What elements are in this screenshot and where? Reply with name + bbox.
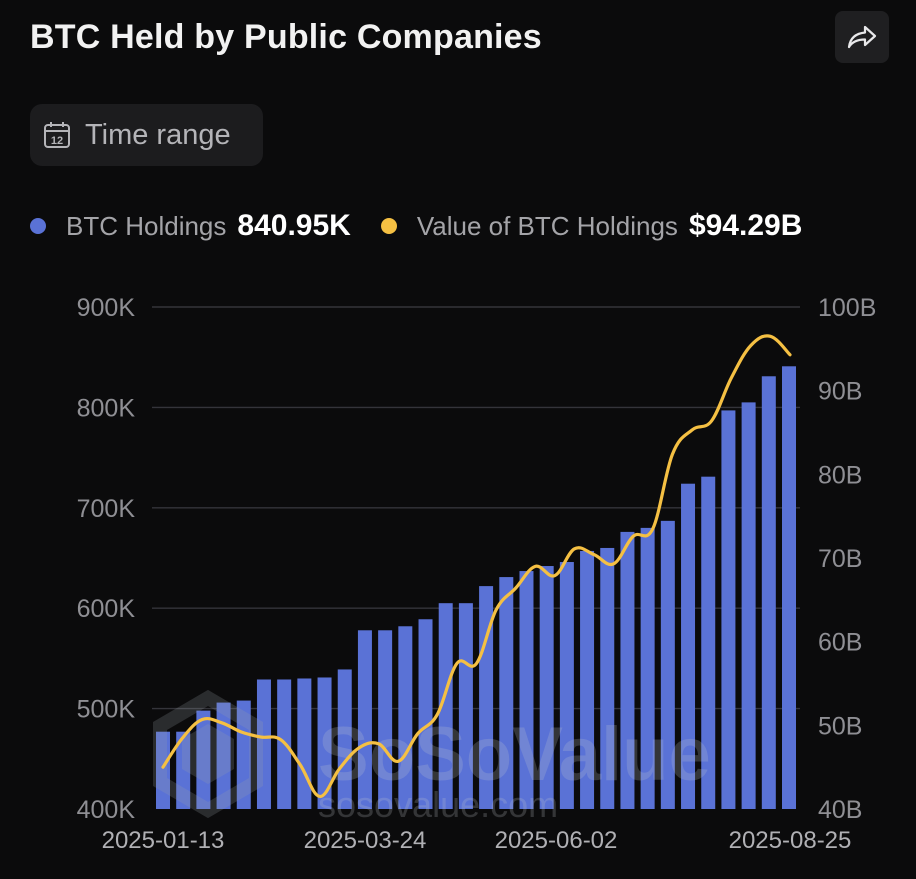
bar xyxy=(681,483,696,809)
bar xyxy=(701,476,716,809)
bar xyxy=(176,731,191,809)
bar xyxy=(297,678,312,809)
y-right-tick-label: 40B xyxy=(818,796,862,824)
share-button[interactable] xyxy=(835,11,889,63)
x-tick-label: 2025-08-25 xyxy=(729,827,852,854)
watermark-brand: SoSoValue xyxy=(318,712,711,797)
y-left-tick-label: 800K xyxy=(77,394,136,422)
legend-label-btc-holdings: BTC Holdings xyxy=(66,210,227,241)
bar xyxy=(357,630,372,809)
share-icon xyxy=(846,24,878,50)
x-tick-label: 2025-06-02 xyxy=(495,827,618,854)
calendar-day: 12 xyxy=(51,135,63,147)
legend-dot-btc-holdings xyxy=(30,218,46,234)
y-left-tick-label: 600K xyxy=(77,595,136,623)
y-left-tick-label: 700K xyxy=(77,495,136,523)
legend-label-value-holdings: Value of BTC Holdings xyxy=(416,210,678,241)
bar xyxy=(741,402,756,809)
bar xyxy=(580,550,595,809)
bar xyxy=(479,586,494,809)
x-tick-label: 2025-03-24 xyxy=(304,827,427,854)
bar xyxy=(539,566,554,809)
y-left-tick-label: 400K xyxy=(77,796,136,824)
value-line xyxy=(161,334,792,799)
bar xyxy=(236,700,251,809)
bar xyxy=(600,547,615,809)
sosovalue-logo-icon xyxy=(153,689,263,819)
legend-value-btc-holdings: 840.95K xyxy=(237,209,351,242)
bar xyxy=(761,376,776,809)
bar xyxy=(559,562,574,809)
bar xyxy=(499,577,514,809)
time-range-button[interactable]: 12 Time range xyxy=(30,104,263,166)
y-right-tick-label: 60B xyxy=(818,629,862,657)
y-right-tick-label: 70B xyxy=(818,545,862,573)
bar xyxy=(196,710,211,809)
bar xyxy=(398,626,413,809)
watermark-url: sosovalue.com xyxy=(318,784,558,825)
bar xyxy=(519,571,534,809)
legend: BTC Holdings 840.95K Value of BTC Holdin… xyxy=(30,206,802,246)
y-right-tick-label: 90B xyxy=(818,378,862,406)
bar xyxy=(337,669,352,809)
y-right-tick-label: 80B xyxy=(818,461,862,489)
bar xyxy=(378,630,393,809)
bar xyxy=(256,679,271,809)
bar xyxy=(438,603,453,809)
bar xyxy=(782,366,796,809)
y-left-tick-label: 500K xyxy=(77,696,136,724)
bar xyxy=(418,619,433,809)
bar xyxy=(721,410,736,809)
x-tick-label: 2025-01-13 xyxy=(102,827,225,854)
bar xyxy=(317,677,332,809)
y-right-tick-label: 50B xyxy=(818,712,862,740)
bar xyxy=(620,531,635,809)
bar xyxy=(156,731,170,809)
bar xyxy=(640,527,655,809)
y-left-tick-label: 900K xyxy=(77,294,136,322)
bar xyxy=(458,603,473,809)
calendar-icon: 12 xyxy=(43,121,71,149)
legend-value-value-holdings: $94.29B xyxy=(688,209,803,242)
bar xyxy=(660,520,675,809)
page-title: BTC Held by Public Companies xyxy=(30,18,542,56)
legend-dot-value-holdings xyxy=(380,218,397,234)
bar xyxy=(216,702,231,809)
y-right-tick-label: 100B xyxy=(818,294,876,322)
time-range-label: Time range xyxy=(85,118,231,151)
